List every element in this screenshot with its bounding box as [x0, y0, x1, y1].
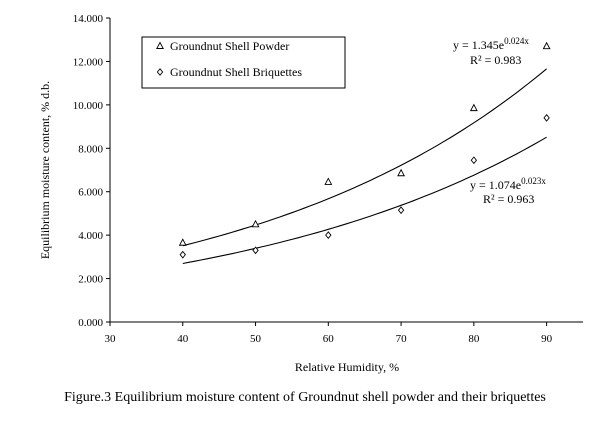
equation-powder: y = 1.345e0.024x [453, 36, 529, 52]
y-tick-label: 6.000 [78, 187, 103, 199]
point-briquettes [179, 250, 186, 259]
r2-powder: R² = 0.983 [470, 53, 521, 67]
trendlines [182, 68, 547, 265]
y-tick-label: 4.000 [78, 230, 103, 242]
trendline-briquettes [182, 136, 547, 265]
equation-briquettes: y = 1.074e0.023x [470, 176, 546, 192]
point-briquettes [470, 156, 478, 165]
legend-label-powder: Groundnut Shell Powder [170, 39, 289, 53]
x-tick-label: 30 [105, 333, 117, 345]
y-tick-label: 0.000 [78, 317, 103, 329]
y-tick-label: 12.000 [73, 56, 104, 68]
axes [109, 18, 583, 323]
chart: 0.000 2.000 4.000 6.000 8.000 10.000 12.000 14.… [38, 13, 583, 374]
point-briquettes [543, 113, 550, 122]
legend-box [141, 36, 346, 89]
x-tick-label: 80 [468, 333, 480, 345]
x-tick-label: 70 [396, 333, 408, 345]
y-tick-label: 10.000 [73, 100, 104, 112]
point-powder [178, 238, 187, 246]
legend: Groundnut Shell Powder Groundnut Shell Br… [156, 39, 302, 79]
r2-briquettes: R² = 0.963 [483, 192, 534, 206]
point-briquettes [252, 246, 259, 255]
x-axis-title: Relative Humidity, % [295, 360, 399, 374]
point-powder [542, 41, 551, 50]
y-axis-title: Equilibrium moisture content, % d.b. [38, 81, 52, 259]
x-ticks: 30 40 50 60 70 80 90 [105, 322, 553, 345]
y-ticks: 0.000 2.000 4.000 6.000 8.000 10.000 12.000 14.… [73, 13, 110, 329]
x-tick-label: 60 [323, 333, 335, 345]
point-briquettes [325, 231, 332, 240]
legend-label-briquettes: Groundnut Shell Briquettes [170, 65, 302, 79]
x-tick-label: 50 [250, 333, 262, 345]
y-tick-label: 2.000 [78, 274, 103, 286]
figure-caption: Figure.3 Equilibrium moisture content of… [64, 390, 546, 405]
y-tick-label: 14.000 [73, 13, 104, 25]
point-powder [251, 219, 260, 228]
legend-marker-powder [156, 41, 164, 49]
trendline-powder [182, 68, 547, 247]
x-tick-label: 40 [177, 333, 189, 345]
legend-marker-briquettes [156, 68, 164, 76]
point-briquettes [397, 206, 405, 215]
point-powder [469, 103, 478, 112]
point-powder [397, 168, 406, 177]
x-tick-label: 90 [541, 333, 553, 345]
point-powder [324, 177, 333, 185]
y-tick-label: 8.000 [78, 143, 103, 155]
data-points [178, 41, 551, 259]
